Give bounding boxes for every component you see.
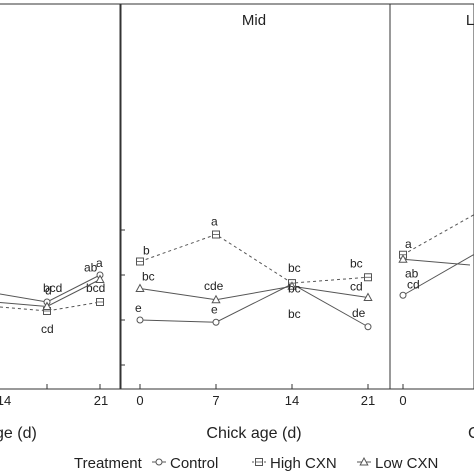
series-line-control [402,253,474,296]
panel-title: L [466,12,474,29]
point-circle [399,291,407,299]
x-axis-label: Chick age (d) [206,425,301,442]
x-axis-label: ge (d) [0,425,37,442]
panel-title: Mid [242,12,266,29]
data-label: bc [350,256,363,270]
series-line-control [139,283,369,328]
data-label: e [135,301,142,315]
panel-right: cd a ab 0 L C [390,3,474,442]
series-line-high-cxn [402,214,474,256]
data-label: cd [350,280,363,294]
data-label: bc [142,270,155,284]
x-axis-label: C [468,425,474,442]
panel-left: bcdacdbcddab1421ge (d) [0,3,121,442]
data-label: cd [407,277,420,291]
point-circle [212,318,220,326]
x-tick-label: 21 [94,393,108,408]
data-label: b [143,244,150,258]
panel-mid: 0 7 14 21 e e bc de b a bc bc bc cde bc cd Mid Chick age … [120,3,391,442]
point-triangle [287,281,297,290]
x-tick-label: 0 [136,393,143,408]
series-line-low-cxn [402,258,471,266]
data-label: bcd [43,281,62,295]
data-label: bc [288,281,301,295]
legend-item-label: Control [170,455,218,472]
data-label: a [405,237,412,251]
panel-frame [0,3,121,390]
panel-frame [390,3,474,390]
data-label: bc [288,307,301,321]
data-label: a [211,215,218,229]
data-label: ab [84,261,98,275]
data-label: a [96,256,103,270]
panel-frame [120,3,391,390]
legend-title: Treatment [74,455,143,472]
data-label: d [45,284,52,298]
point-triangle [135,283,145,292]
data-label: ab [405,266,419,280]
point-triangle [42,301,52,310]
point-triangle [211,294,221,304]
legend-item-label: High CXN [270,455,337,472]
x-tick-label: 14 [0,393,11,408]
data-label: bc [288,261,301,275]
series-line-low-cxn [139,285,369,301]
point-triangle [95,274,105,283]
series-line-high-cxn [139,233,369,284]
data-label: de [352,306,366,320]
legend-key-triangle [359,456,369,466]
legend-key-circle [155,458,163,466]
x-tick-label: 21 [361,393,375,408]
legend: Treatment Control High CXN Low CXN [74,455,438,472]
data-label: e [211,302,218,316]
point-triangle [363,292,373,301]
x-tick-label: 7 [212,393,219,408]
legend-item-label: Low CXN [375,455,438,472]
data-label: cd [41,322,54,336]
point-circle [364,323,372,331]
point-circle [136,316,144,324]
x-tick-label: 0 [399,393,406,408]
point-triangle [398,254,408,263]
data-label: bcd [86,281,105,295]
x-tick-label: 14 [285,393,299,408]
data-label: cde [204,279,224,293]
